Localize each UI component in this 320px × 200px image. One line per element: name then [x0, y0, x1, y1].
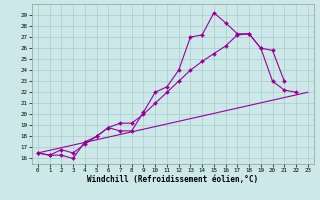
X-axis label: Windchill (Refroidissement éolien,°C): Windchill (Refroidissement éolien,°C)	[87, 175, 258, 184]
